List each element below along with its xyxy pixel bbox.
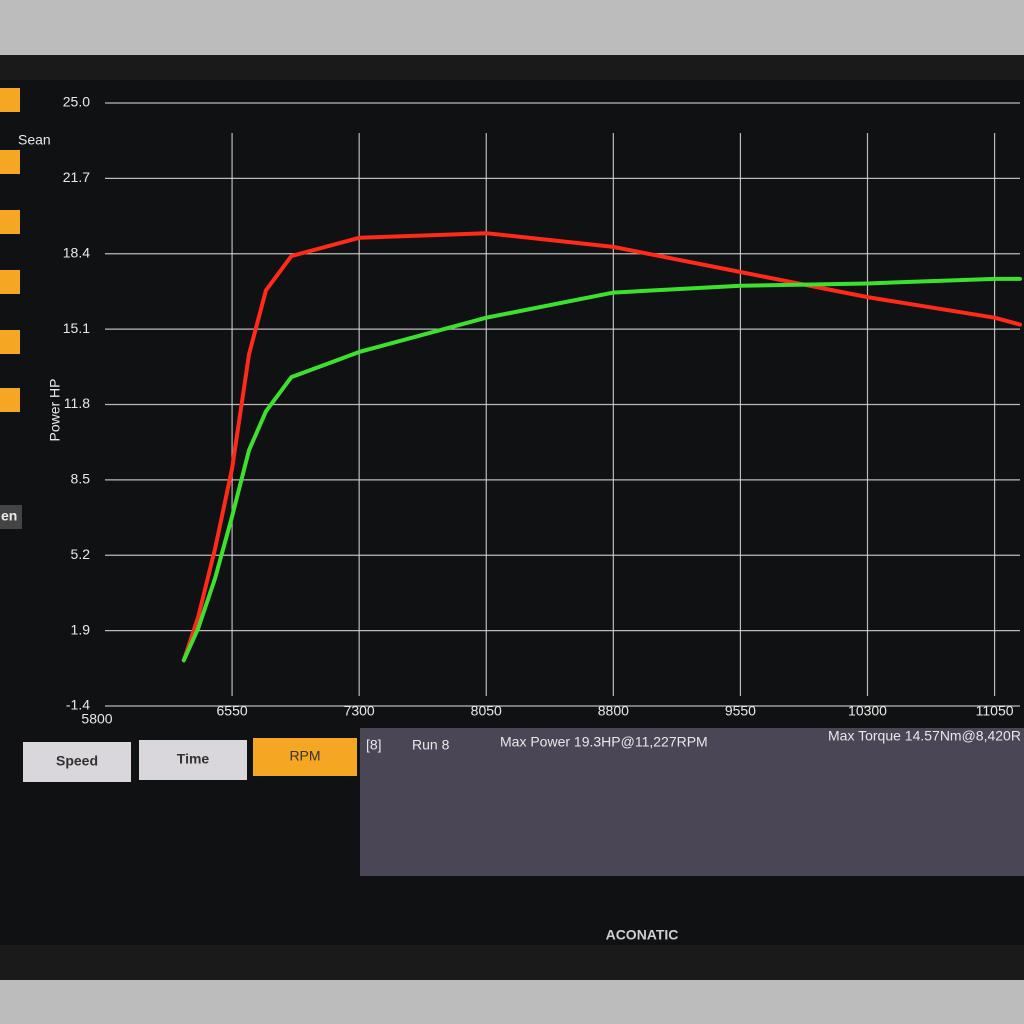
brand: ACONATIC: [606, 927, 679, 943]
x-tick-label: 7300: [344, 703, 375, 719]
tab[interactable]: [23, 742, 131, 782]
plot: -1.4 1.9 5.2 8.5 11.8 15.1 18.4 21.7 25.0 5800 655…: [63, 94, 1022, 727]
side-button[interactable]: [0, 150, 20, 174]
x-tick-label: 5800: [81, 711, 112, 727]
y-tick-label: 21.7: [63, 169, 90, 185]
run-name: Run 8: [412, 737, 450, 753]
y-tick-label: 8.5: [71, 471, 91, 487]
y-tick-label: 5.2: [71, 546, 91, 562]
x-tick-label: 11050: [976, 703, 1014, 719]
y-tick-label: 1.9: [71, 621, 91, 637]
x-tick-label: 8050: [471, 703, 502, 719]
side-buttons: [0, 88, 22, 529]
x-tick-label: 8800: [598, 703, 629, 719]
tab-label: RPM: [289, 748, 320, 764]
side-button[interactable]: [0, 330, 20, 354]
series-line: [181, 231, 1022, 663]
tab[interactable]: [253, 738, 357, 776]
tab-label: Time: [177, 751, 210, 767]
side-button-label: en: [1, 508, 17, 524]
side-button[interactable]: [0, 270, 20, 294]
tab[interactable]: [139, 740, 247, 780]
info-panel: [360, 728, 1024, 876]
series-line: [181, 276, 1022, 663]
side-button[interactable]: [0, 210, 20, 234]
y-axis-label: Power HP: [47, 378, 63, 441]
x-tick-label: 6550: [217, 703, 248, 719]
y-tick-label: -1.4: [66, 697, 90, 713]
x-tick-label: 9550: [725, 703, 756, 719]
side-button[interactable]: [0, 505, 22, 529]
run-index: [8]: [366, 737, 382, 753]
y-tick-label: 15.1: [63, 320, 90, 336]
max-torque: Max Torque 14.57Nm@8,420R: [828, 728, 1021, 744]
y-tick-label: 25.0: [63, 94, 90, 110]
side-text: Sean: [18, 132, 51, 148]
x-tick-label: 10300: [848, 703, 887, 719]
y-tick-label: 18.4: [63, 244, 90, 260]
max-power: Max Power 19.3HP@11,227RPM: [500, 734, 708, 750]
side-button[interactable]: [0, 388, 20, 412]
y-tick-label: 11.8: [64, 395, 90, 411]
tab-label: Speed: [56, 753, 98, 769]
side-button[interactable]: [0, 88, 20, 112]
